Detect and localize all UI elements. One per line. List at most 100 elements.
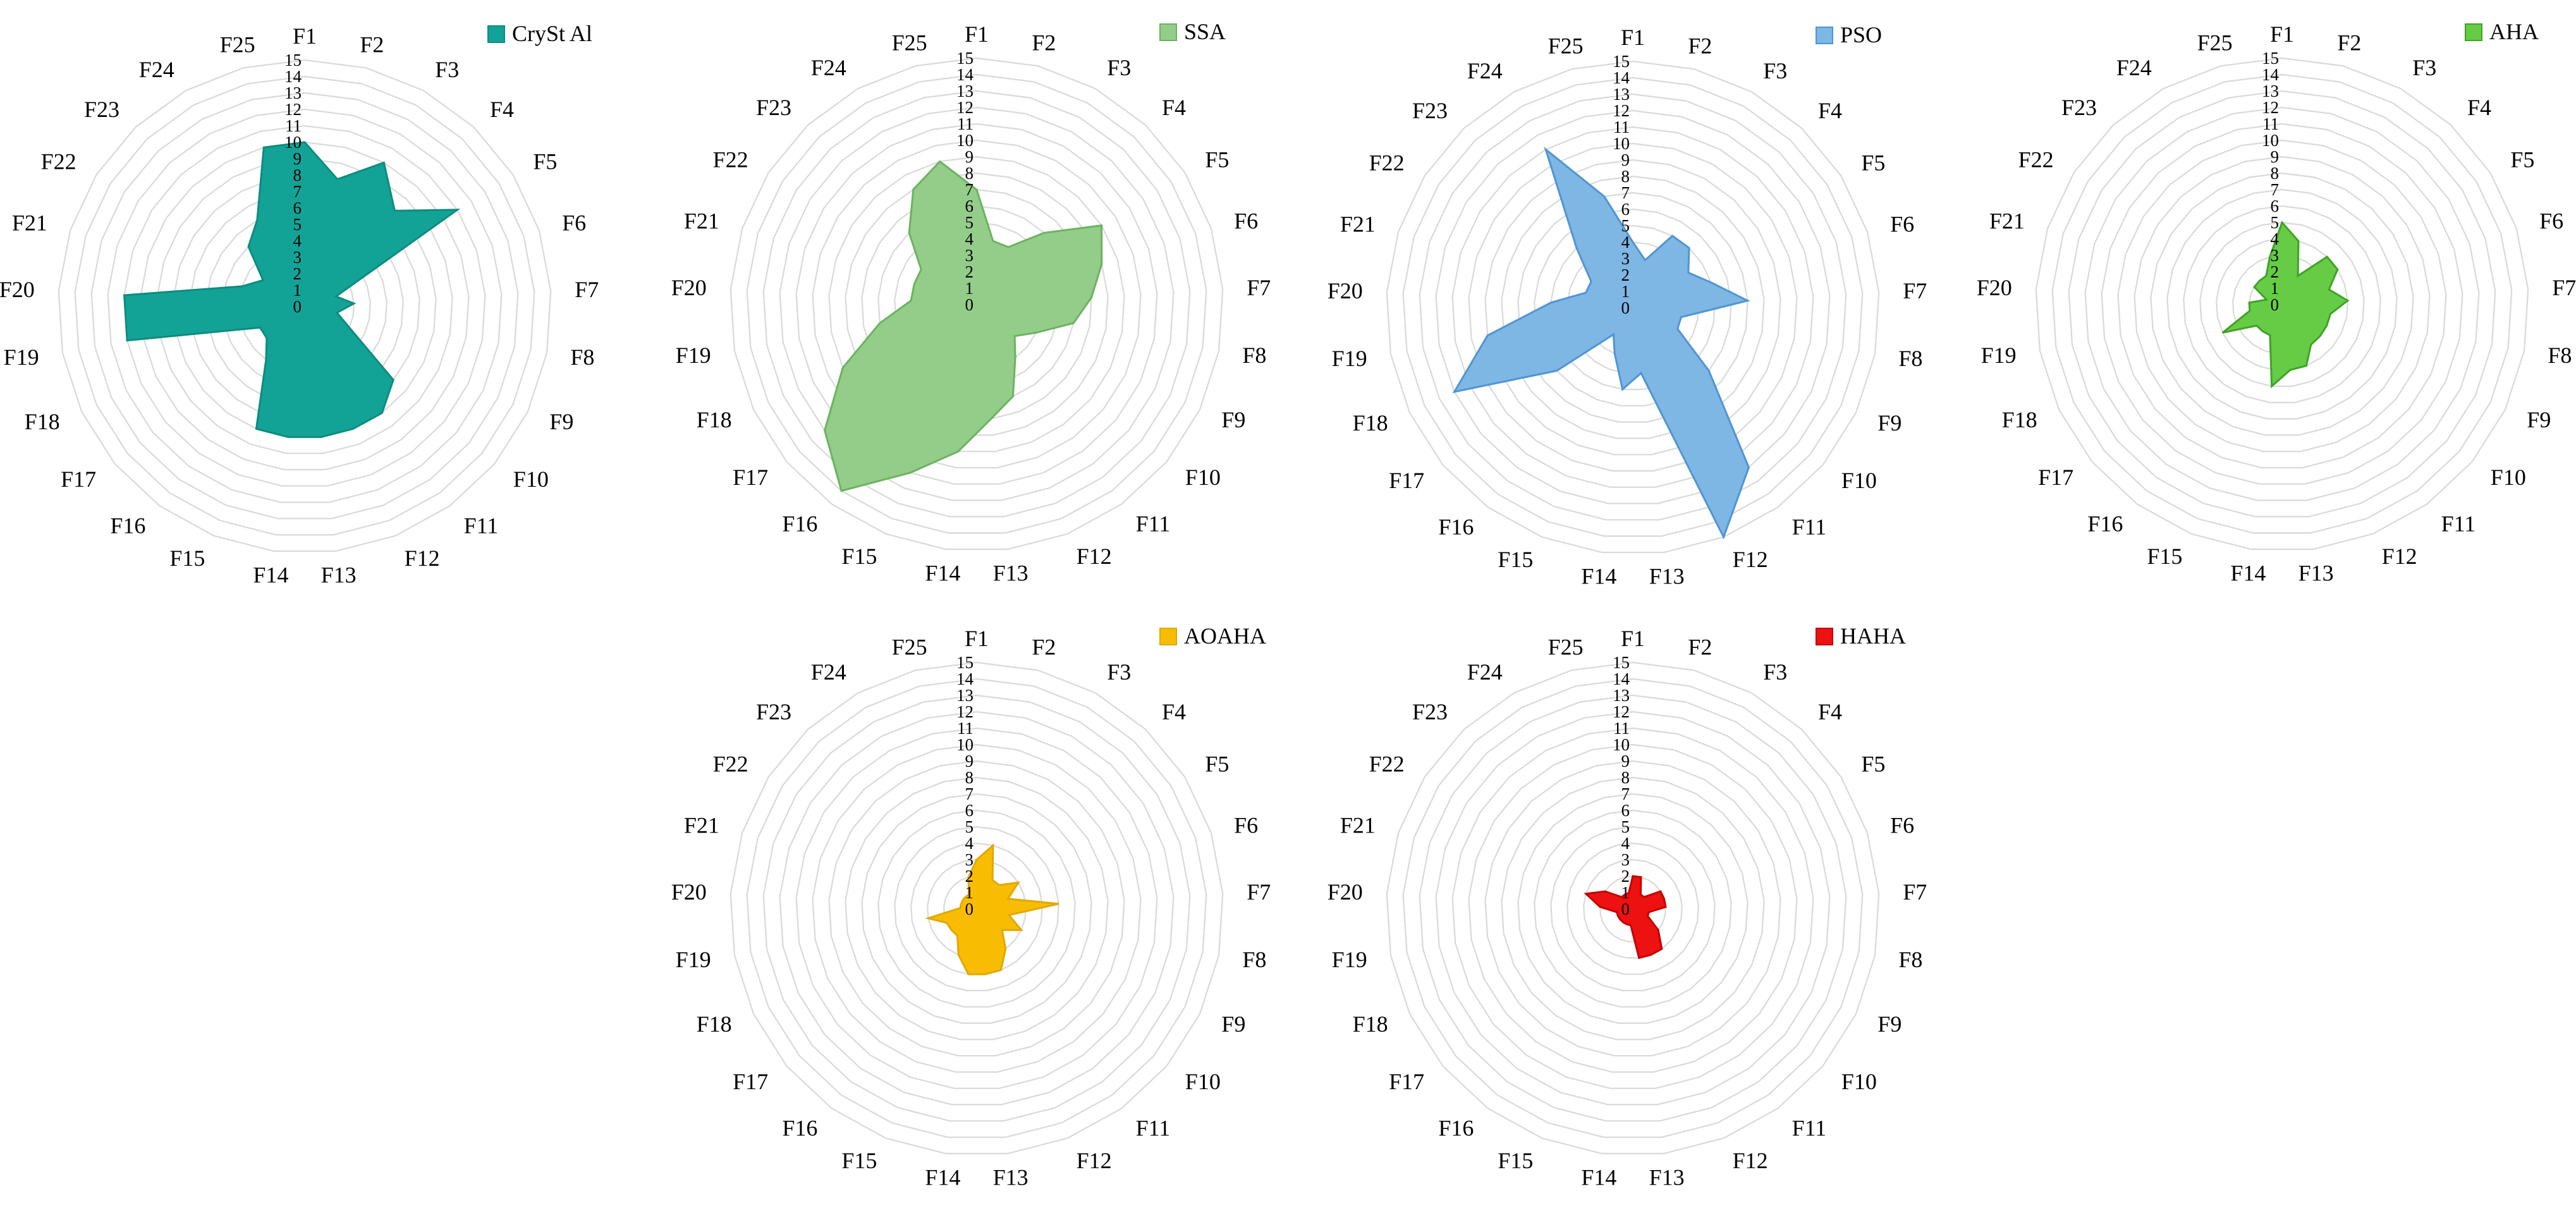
category-label: F25 bbox=[892, 30, 927, 55]
category-label: F16 bbox=[1438, 1115, 1474, 1140]
category-label: F24 bbox=[1467, 659, 1503, 685]
category-label: F3 bbox=[1107, 659, 1131, 685]
tick-label: 14 bbox=[284, 67, 302, 86]
legend-label: PSO bbox=[1840, 22, 1882, 47]
grid-ring bbox=[1402, 678, 1864, 1138]
category-label: F15 bbox=[1498, 1148, 1533, 1173]
category-label: F25 bbox=[1548, 634, 1584, 659]
tick-label: 8 bbox=[293, 166, 302, 185]
tick-label: 3 bbox=[2271, 246, 2280, 265]
category-label: F6 bbox=[1234, 813, 1258, 838]
category-label: F23 bbox=[2061, 95, 2097, 120]
series-area-ssa bbox=[824, 160, 1103, 492]
category-label: F4 bbox=[1818, 699, 1842, 724]
legend-label: HAHA bbox=[1840, 623, 1906, 649]
grid-ring bbox=[828, 760, 1125, 1057]
grid-ring bbox=[140, 141, 470, 471]
series-area-aoaha bbox=[924, 843, 1059, 975]
grid-ring bbox=[2166, 188, 2398, 420]
category-label: F14 bbox=[2230, 561, 2266, 586]
category-label: F7 bbox=[1903, 278, 1927, 303]
category-label: F1 bbox=[965, 21, 989, 47]
tick-label: 11 bbox=[2262, 114, 2279, 133]
category-label: F13 bbox=[2298, 561, 2334, 586]
category-label: F12 bbox=[405, 546, 440, 571]
tick-label: 7 bbox=[2271, 180, 2280, 199]
category-label: F3 bbox=[1763, 659, 1787, 685]
category-label: F14 bbox=[925, 1165, 960, 1190]
tick-label: 7 bbox=[1621, 183, 1630, 202]
tick-label: 0 bbox=[293, 297, 302, 316]
tick-label: 9 bbox=[1621, 150, 1630, 169]
category-label: F23 bbox=[84, 97, 119, 122]
category-label: F25 bbox=[1548, 33, 1584, 58]
tick-label: 14 bbox=[1613, 68, 1630, 87]
grid-ring bbox=[1468, 142, 1798, 472]
category-label: F19 bbox=[1332, 346, 1367, 371]
category-label: F7 bbox=[1903, 879, 1927, 905]
category-label: F5 bbox=[1861, 752, 1885, 777]
tick-label: 12 bbox=[956, 98, 974, 117]
category-label: F19 bbox=[676, 343, 711, 368]
legend-swatch bbox=[487, 25, 505, 43]
category-label: F24 bbox=[139, 57, 174, 82]
category-label: F5 bbox=[1861, 150, 1885, 176]
tick-label: 1 bbox=[293, 281, 302, 300]
tick-label: 0 bbox=[965, 295, 974, 314]
tick-label: 1 bbox=[1621, 883, 1630, 902]
category-label: F9 bbox=[1221, 407, 1245, 432]
tick-label: 2 bbox=[965, 262, 974, 281]
grid-ring bbox=[1534, 809, 1732, 1008]
tick-label: 2 bbox=[293, 264, 302, 283]
tick-label: 0 bbox=[1621, 298, 1630, 317]
grid-ring bbox=[1517, 192, 1749, 423]
legend-swatch bbox=[1816, 628, 1833, 645]
tick-label: 3 bbox=[1621, 850, 1630, 869]
category-label: F13 bbox=[321, 563, 357, 588]
category-label: F10 bbox=[513, 467, 549, 492]
tick-label: 9 bbox=[965, 147, 974, 166]
tick-label: 0 bbox=[965, 900, 974, 918]
tick-label: 12 bbox=[1613, 101, 1630, 120]
tick-label: 15 bbox=[1613, 653, 1630, 672]
category-label: F1 bbox=[965, 626, 989, 651]
tick-label: 14 bbox=[956, 669, 974, 688]
tick-label: 15 bbox=[2262, 49, 2279, 68]
grid-ring bbox=[746, 73, 1207, 534]
grid-ring bbox=[861, 793, 1092, 1024]
tick-label: 8 bbox=[965, 768, 974, 787]
tick-label: 13 bbox=[1613, 686, 1630, 705]
tick-label: 1 bbox=[965, 883, 974, 902]
category-label: F16 bbox=[782, 511, 817, 536]
grid-ring bbox=[894, 826, 1059, 992]
category-label: F21 bbox=[684, 813, 719, 838]
category-label: F20 bbox=[1328, 879, 1363, 905]
category-label: F5 bbox=[1205, 752, 1229, 777]
series-area-haha bbox=[1584, 875, 1667, 960]
category-label: F15 bbox=[2147, 544, 2182, 569]
category-label: F11 bbox=[1792, 1115, 1827, 1140]
grid-ring bbox=[1550, 826, 1716, 992]
grid-ring bbox=[90, 92, 519, 520]
tick-label: 10 bbox=[1613, 735, 1630, 754]
category-label: F14 bbox=[253, 563, 288, 588]
tick-label: 15 bbox=[284, 51, 302, 70]
tick-label: 12 bbox=[2262, 98, 2279, 117]
grid-ring bbox=[812, 139, 1142, 469]
category-label: F3 bbox=[1107, 55, 1131, 80]
category-label: F10 bbox=[1841, 1069, 1877, 1094]
tick-label: 0 bbox=[1621, 900, 1630, 918]
legend-swatch bbox=[2465, 23, 2482, 41]
grid-ring bbox=[2068, 90, 2496, 518]
category-label: F23 bbox=[1412, 699, 1448, 724]
category-label: F8 bbox=[1242, 947, 1266, 972]
tick-label: 11 bbox=[1613, 719, 1630, 738]
category-label: F12 bbox=[1733, 1148, 1768, 1173]
category-label: F12 bbox=[2382, 544, 2417, 569]
category-label: F3 bbox=[2412, 55, 2436, 80]
tick-label: 11 bbox=[285, 116, 302, 135]
